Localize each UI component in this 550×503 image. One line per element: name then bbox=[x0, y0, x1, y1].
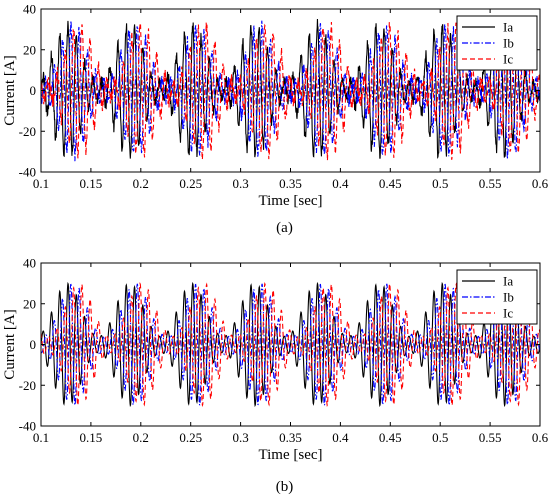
series-line-ia bbox=[41, 281, 540, 408]
series-line-ib bbox=[41, 20, 540, 162]
legend-label-ic: Ic bbox=[503, 52, 513, 67]
y-tick-label: -40 bbox=[19, 165, 36, 180]
x-tick-label: 0.35 bbox=[279, 430, 302, 445]
y-tick-label: -40 bbox=[19, 419, 36, 434]
legend-label-ic: Ic bbox=[503, 306, 513, 321]
x-tick-label: 0.1 bbox=[33, 430, 49, 445]
legend-box bbox=[456, 15, 538, 71]
y-tick-label: -20 bbox=[19, 124, 36, 139]
series-line-ic bbox=[41, 18, 540, 161]
y-tick-label: 40 bbox=[23, 2, 36, 17]
x-axis-label: Time [sec] bbox=[258, 193, 322, 209]
x-tick-label: 0.45 bbox=[379, 176, 402, 191]
x-tick-label: 0.3 bbox=[232, 176, 248, 191]
chart-panel-1: 0.1 0.15 0.2 0.25 0.3 0.35 0.4 0.45 0.5 0.55 0.6 40… bbox=[2, 2, 549, 237]
x-axis-label: Time [sec] bbox=[258, 447, 322, 463]
y-tick-label: 20 bbox=[23, 42, 36, 57]
x-tick-label: 0.5 bbox=[432, 430, 448, 445]
y-tick-label: 0 bbox=[30, 337, 37, 352]
x-tick-label: 0.15 bbox=[80, 430, 103, 445]
legend-label-ib: Ib bbox=[503, 36, 514, 51]
x-tick-label: 0.2 bbox=[133, 430, 149, 445]
x-tick-label: 0.1 bbox=[33, 176, 49, 191]
x-tick-label: 0.6 bbox=[532, 176, 549, 191]
y-tick-label: 0 bbox=[30, 83, 37, 98]
y-axis-label: Current [A] bbox=[2, 309, 18, 379]
x-tick-label: 0.35 bbox=[279, 176, 302, 191]
legend-label-ib: Ib bbox=[503, 290, 514, 305]
series-group bbox=[41, 18, 540, 162]
y-axis-label: Current [A] bbox=[2, 55, 18, 125]
x-tick-label: 0.15 bbox=[80, 176, 103, 191]
chart-panel-2: 0.1 0.15 0.2 0.25 0.3 0.35 0.4 0.45 0.5 0.55 0.6 40… bbox=[2, 256, 549, 496]
x-tick-label: 0.25 bbox=[179, 176, 202, 191]
legend-box bbox=[456, 269, 538, 325]
x-tick-label: 0.2 bbox=[133, 176, 149, 191]
panel-caption: (a) bbox=[276, 220, 293, 236]
x-tick-label: 0.25 bbox=[179, 430, 202, 445]
y-tick-label: 20 bbox=[23, 296, 36, 311]
y-tick-label: 40 bbox=[23, 256, 36, 271]
x-tick-label: 0.45 bbox=[379, 430, 402, 445]
series-line-ib bbox=[41, 283, 540, 406]
x-tick-label: 0.4 bbox=[332, 176, 349, 191]
x-tick-label: 0.3 bbox=[232, 430, 248, 445]
legend-label-ia: Ia bbox=[503, 20, 513, 35]
legend-label-ia: Ia bbox=[503, 274, 513, 289]
x-tick-label: 0.5 bbox=[432, 176, 448, 191]
x-tick-label: 0.55 bbox=[479, 176, 502, 191]
x-tick-label: 0.4 bbox=[332, 430, 349, 445]
y-tick-label: -20 bbox=[19, 378, 36, 393]
panel-caption: (b) bbox=[276, 479, 294, 495]
x-tick-label: 0.55 bbox=[479, 430, 502, 445]
x-tick-label: 0.6 bbox=[532, 430, 549, 445]
